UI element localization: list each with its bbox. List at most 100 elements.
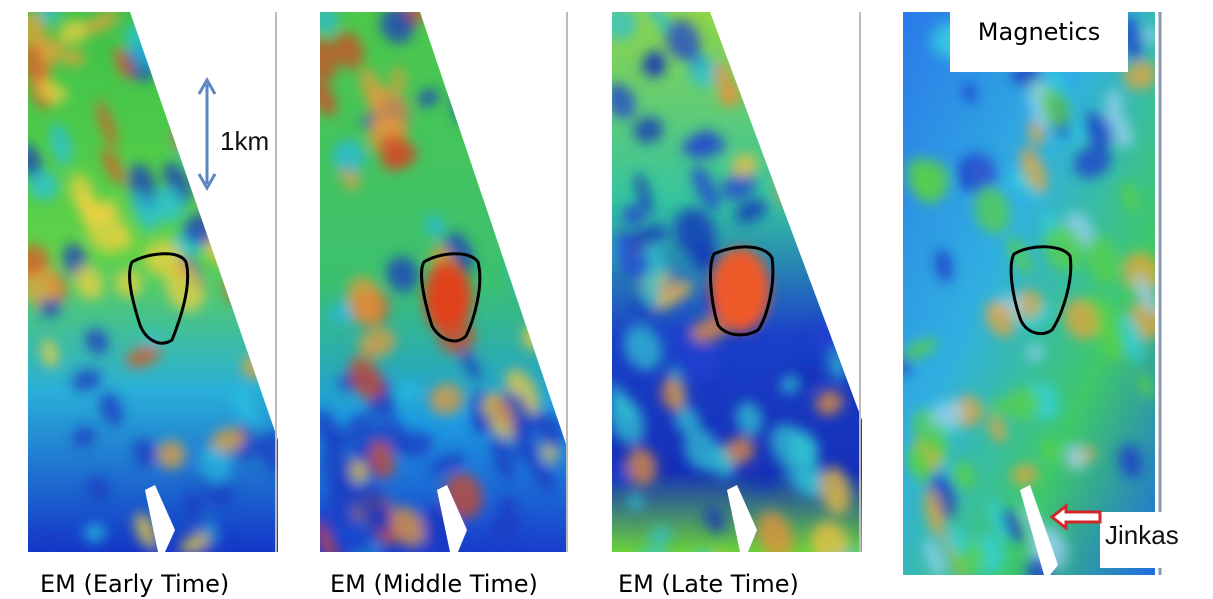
texture [217,63,252,99]
texture [71,368,102,392]
texture [391,67,406,90]
texture [237,252,262,286]
texture [649,49,665,76]
texture [490,433,515,482]
texture [764,100,781,121]
texture [320,36,338,82]
texture [490,514,522,540]
texture [1120,313,1144,363]
texture [358,327,396,359]
texture [631,225,668,248]
texture [729,32,751,57]
texture [962,82,977,103]
texture [1118,443,1143,479]
texture [198,12,220,21]
town [727,485,757,552]
texture [320,522,340,552]
texture [612,12,638,41]
texture [985,300,1015,338]
texture [1103,107,1133,149]
texture [763,58,793,95]
texture [704,506,726,534]
texture [464,68,497,113]
outline [128,252,190,345]
texture [151,39,182,70]
texture [491,65,507,84]
texture [512,430,540,467]
texture [1043,224,1085,272]
scale-arrow [197,76,217,95]
texture [1142,27,1155,44]
texture [1133,274,1155,315]
texture [628,492,643,511]
outline [1009,245,1073,335]
texture [320,79,337,117]
town [1020,485,1058,575]
texture [347,276,384,325]
texture [425,214,445,238]
texture [726,12,761,52]
texture [1085,234,1118,285]
texture [370,86,409,137]
town [145,485,175,552]
texture [429,383,464,415]
texture [165,263,205,312]
texture [903,338,938,361]
texture [132,438,159,468]
caption: EM (Early Time) [40,570,229,598]
pointer-label: Jinkas [1105,520,1179,550]
texture [345,413,380,456]
texture [974,185,1010,234]
texture [757,511,794,552]
texture [380,12,415,44]
texture [1122,252,1155,294]
texture [754,67,779,95]
texture [378,131,410,169]
outline [709,245,775,337]
texture [1005,387,1041,421]
texture [386,256,419,293]
panel-label: Magnetics [978,18,1100,46]
texture [626,447,657,486]
texture [183,491,210,534]
texture [1001,508,1024,544]
texture [633,116,663,144]
texture [991,398,1009,416]
texture [113,47,133,80]
texture [28,244,50,276]
texture [735,401,763,437]
texture [262,157,278,182]
texture [823,152,840,189]
texture [924,488,945,538]
texture [493,394,515,430]
texture [28,170,59,201]
texture [513,65,550,110]
texture [41,339,59,369]
texture [464,37,495,61]
texture [662,280,693,303]
texture [1074,145,1112,178]
texture [358,543,375,552]
texture [537,413,566,449]
texture [612,383,636,425]
texture [156,440,186,470]
texture [354,485,389,525]
caption: EM (Middle Time) [330,570,538,598]
outline [420,252,482,343]
texture [836,267,862,311]
texture [134,512,157,549]
texture [988,415,1007,443]
texture [810,521,848,552]
texture [83,12,120,35]
texture [623,325,663,371]
texture [394,380,421,405]
texture [1123,60,1155,90]
texture [1011,463,1038,486]
texture [497,496,519,515]
texture [198,447,232,484]
texture [1064,443,1087,471]
texture [815,390,843,416]
anomaly [424,262,472,334]
texture [74,264,104,300]
